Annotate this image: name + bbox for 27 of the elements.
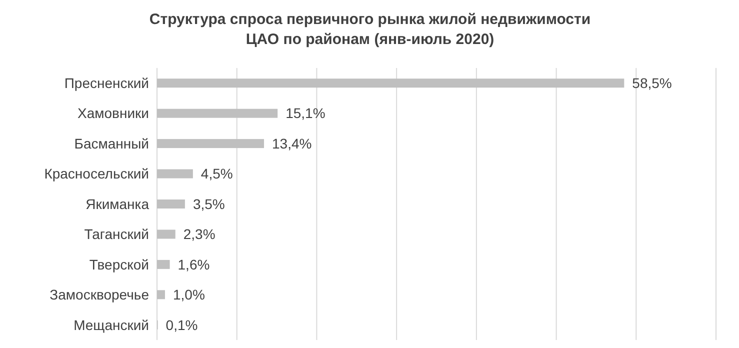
y-tick-label: Замоскворечье <box>50 286 150 303</box>
data-label: 1,6% <box>178 256 210 272</box>
y-tick-label: Хамовники <box>78 105 149 122</box>
y-tick-label: Мещанский <box>74 316 149 333</box>
y-tick-label: Красносельский <box>44 166 149 182</box>
y-tick-label: Таганский <box>84 226 149 242</box>
chart-title: Структура спроса первичного рынка жилой недвижимости ЦАО по районам (янв-июль 2020) <box>149 11 591 48</box>
data-label: 4,5% <box>200 166 233 182</box>
bar <box>157 169 193 178</box>
bar <box>157 290 165 300</box>
data-label: 15,1% <box>286 105 326 122</box>
data-label: 13,4% <box>272 135 312 152</box>
data-label: 0,1% <box>166 316 198 333</box>
data-label: 2,3% <box>183 226 216 242</box>
bar <box>157 230 176 239</box>
bar <box>157 108 278 118</box>
y-tick-label: Тверской <box>89 256 149 272</box>
data-label: 1,0% <box>172 286 205 303</box>
y-tick-label: Басманный <box>74 135 149 152</box>
data-label: 58,5% <box>632 75 672 92</box>
bar <box>157 139 264 148</box>
y-tick-label: Якиманка <box>86 196 150 212</box>
bar <box>157 78 624 88</box>
bar <box>157 260 170 269</box>
bar <box>157 200 185 208</box>
data-label: 3,5% <box>192 196 225 212</box>
y-tick-label: Пресненский <box>64 75 149 92</box>
